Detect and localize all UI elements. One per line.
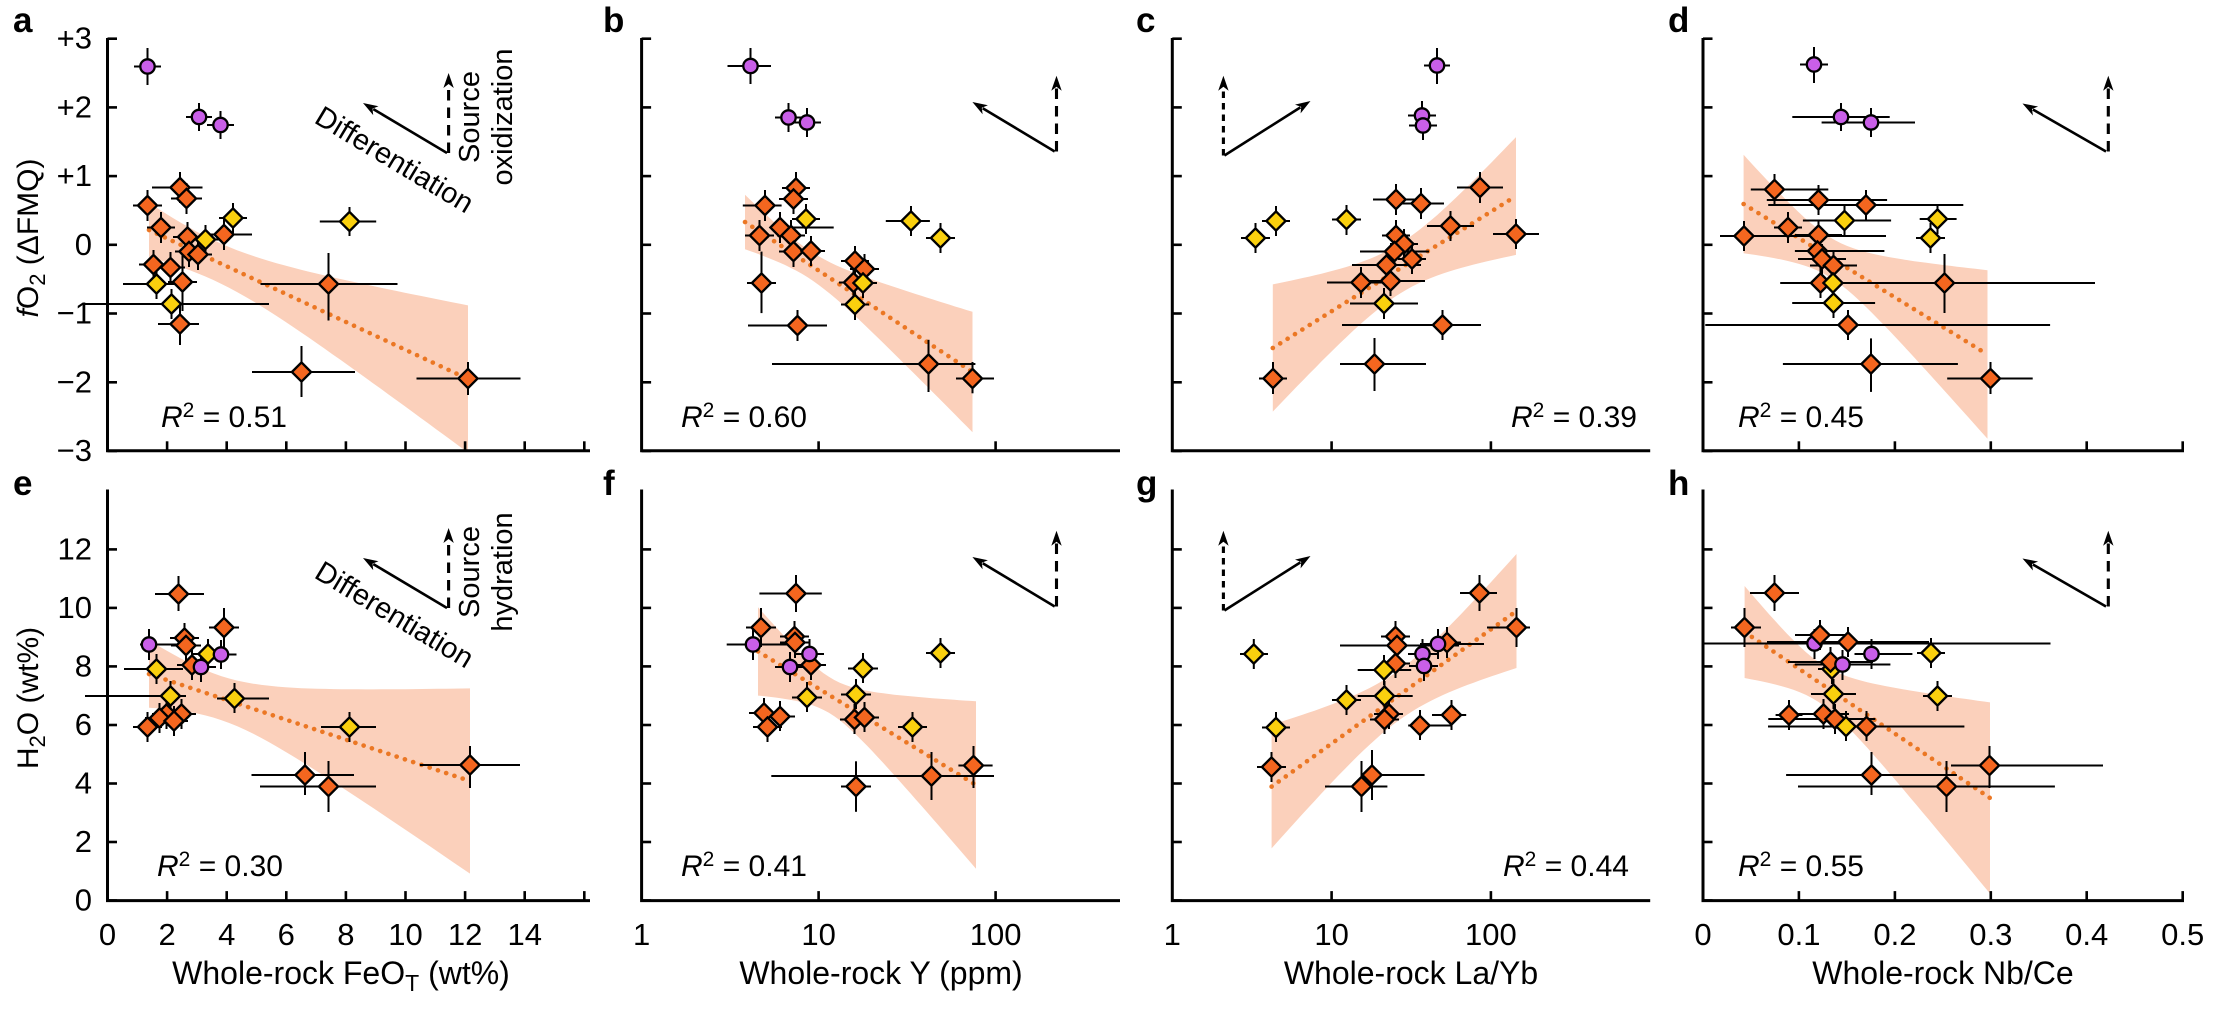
svg-text:100: 100 [970, 917, 1022, 952]
svg-text:−1: −1 [57, 296, 92, 331]
svg-text:0.4: 0.4 [2065, 917, 2108, 952]
svg-text:10: 10 [801, 917, 835, 952]
svg-text:4: 4 [75, 766, 92, 801]
svg-text:0: 0 [99, 917, 116, 952]
svg-text:R2 = 0.39: R2 = 0.39 [1511, 399, 1637, 434]
svg-text:+2: +2 [57, 89, 92, 124]
svg-text:R2 = 0.55: R2 = 0.55 [1738, 848, 1864, 883]
svg-text:hydration: hydration [487, 512, 519, 631]
svg-text:12: 12 [448, 917, 482, 952]
svg-text:fO2 (ΔFMQ): fO2 (ΔFMQ) [12, 159, 50, 318]
svg-text:6: 6 [278, 917, 295, 952]
svg-text:100: 100 [1465, 917, 1517, 952]
svg-text:1: 1 [633, 917, 650, 952]
svg-text:Source: Source [454, 71, 486, 163]
svg-text:c: c [1136, 1, 1155, 40]
svg-text:H2O (wt%): H2O (wt%) [12, 627, 50, 769]
svg-text:Whole-rock La/Yb: Whole-rock La/Yb [1284, 955, 1538, 991]
svg-text:R2 = 0.30: R2 = 0.30 [157, 848, 283, 883]
svg-text:R2 = 0.60: R2 = 0.60 [681, 399, 807, 434]
svg-text:6: 6 [75, 707, 92, 742]
svg-text:0: 0 [75, 227, 92, 262]
svg-text:R2 = 0.41: R2 = 0.41 [681, 848, 807, 883]
svg-text:4: 4 [218, 917, 235, 952]
svg-text:+1: +1 [57, 158, 92, 193]
svg-text:12: 12 [58, 531, 92, 566]
svg-text:1: 1 [1164, 917, 1181, 952]
svg-text:+3: +3 [57, 21, 92, 56]
svg-text:b: b [603, 1, 624, 40]
svg-text:Source: Source [454, 526, 486, 618]
svg-text:10: 10 [1314, 917, 1348, 952]
svg-text:0.5: 0.5 [2161, 917, 2204, 952]
svg-text:0.3: 0.3 [1969, 917, 2012, 952]
svg-text:d: d [1668, 1, 1689, 40]
svg-text:Whole-rock FeOT (wt%): Whole-rock FeOT (wt%) [172, 955, 510, 996]
svg-text:R2 = 0.44: R2 = 0.44 [1503, 848, 1629, 883]
svg-text:0: 0 [75, 883, 92, 918]
svg-text:R2 = 0.45: R2 = 0.45 [1738, 399, 1864, 434]
svg-text:Whole-rock Y (ppm): Whole-rock Y (ppm) [739, 955, 1022, 991]
svg-text:−2: −2 [57, 364, 92, 399]
svg-text:−3: −3 [57, 433, 92, 468]
svg-text:14: 14 [507, 917, 541, 952]
svg-text:f: f [603, 464, 615, 503]
svg-text:2: 2 [158, 917, 175, 952]
svg-text:h: h [1668, 464, 1689, 503]
svg-text:8: 8 [75, 648, 92, 683]
svg-text:10: 10 [388, 917, 422, 952]
svg-text:10: 10 [58, 590, 92, 625]
svg-text:0.1: 0.1 [1777, 917, 1820, 952]
svg-text:0.2: 0.2 [1873, 917, 1916, 952]
svg-text:2: 2 [75, 824, 92, 859]
svg-text:e: e [13, 464, 32, 503]
svg-text:8: 8 [337, 917, 354, 952]
svg-text:0: 0 [1694, 917, 1711, 952]
svg-text:oxidization: oxidization [487, 48, 519, 185]
svg-text:R2 = 0.51: R2 = 0.51 [161, 399, 287, 434]
svg-text:g: g [1136, 464, 1157, 503]
svg-text:a: a [13, 1, 33, 40]
svg-text:Whole-rock Nb/Ce: Whole-rock Nb/Ce [1812, 955, 2073, 991]
